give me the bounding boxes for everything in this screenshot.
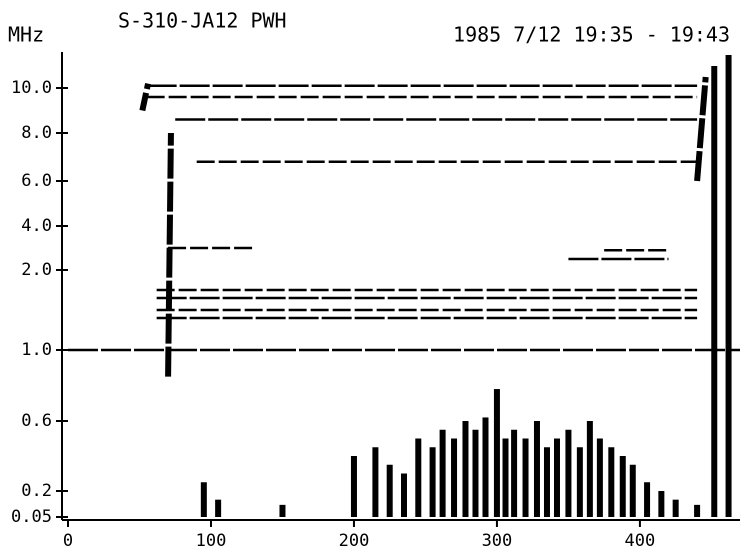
y-tick-label: 6.0 <box>21 171 52 191</box>
x-tick-label: 0 <box>63 531 73 551</box>
emission-burst <box>482 417 489 517</box>
emission-burst <box>386 464 393 517</box>
emission-burst <box>672 499 679 517</box>
emission-burst <box>543 447 550 517</box>
y-tick-label: 2.0 <box>21 260 52 280</box>
y-tick-label: 8.0 <box>21 123 52 143</box>
emission-trace <box>139 82 152 112</box>
emission-burst <box>200 482 207 517</box>
emission-burst <box>658 491 665 517</box>
emission-burst <box>586 421 593 517</box>
x-tick-label: 400 <box>625 531 656 551</box>
emission-burst <box>493 389 500 517</box>
y-tick-label: 10.0 <box>11 78 52 98</box>
emission-burst <box>565 429 572 517</box>
emission-burst <box>711 66 718 517</box>
emission-burst <box>644 482 651 517</box>
x-tick-label: 100 <box>196 531 227 551</box>
y-tick-label: 0.05 <box>11 507 52 527</box>
emission-burst <box>522 438 529 517</box>
emission-burst <box>533 421 540 517</box>
emission-burst <box>472 429 479 517</box>
emission-burst <box>725 55 732 517</box>
y-tick-label: 1.0 <box>21 340 52 360</box>
emission-burst <box>215 499 222 517</box>
emission-burst <box>596 438 603 517</box>
emission-trace <box>694 76 709 182</box>
y-axis-label: MHz <box>8 23 44 47</box>
emission-burst <box>451 438 458 517</box>
emission-burst <box>401 473 407 517</box>
emission-burst <box>279 504 286 517</box>
emission-burst <box>462 421 469 517</box>
chart-subtitle: 1985 7/12 19:35 - 19:43 <box>453 23 730 47</box>
emission-burst <box>350 456 357 517</box>
emission-burst <box>511 429 518 517</box>
y-tick-label: 0.2 <box>21 481 52 501</box>
emission-burst <box>439 429 446 517</box>
emission-burst <box>694 504 701 517</box>
emission-burst <box>553 438 560 517</box>
emission-trace <box>165 132 174 377</box>
emission-burst <box>415 438 422 517</box>
x-tick-label: 300 <box>482 531 513 551</box>
emission-burst <box>429 447 436 517</box>
emission-burst <box>502 438 509 517</box>
emission-burst <box>372 447 379 517</box>
y-tick-label: 4.0 <box>21 216 52 236</box>
emission-burst <box>619 456 626 517</box>
y-tick-label: 0.6 <box>21 411 52 431</box>
emission-burst <box>629 464 636 517</box>
emission-burst <box>576 447 583 517</box>
emission-burst <box>608 447 615 517</box>
chart-title: S-310-JA12 PWH <box>118 9 287 33</box>
x-tick-label: 200 <box>339 531 370 551</box>
